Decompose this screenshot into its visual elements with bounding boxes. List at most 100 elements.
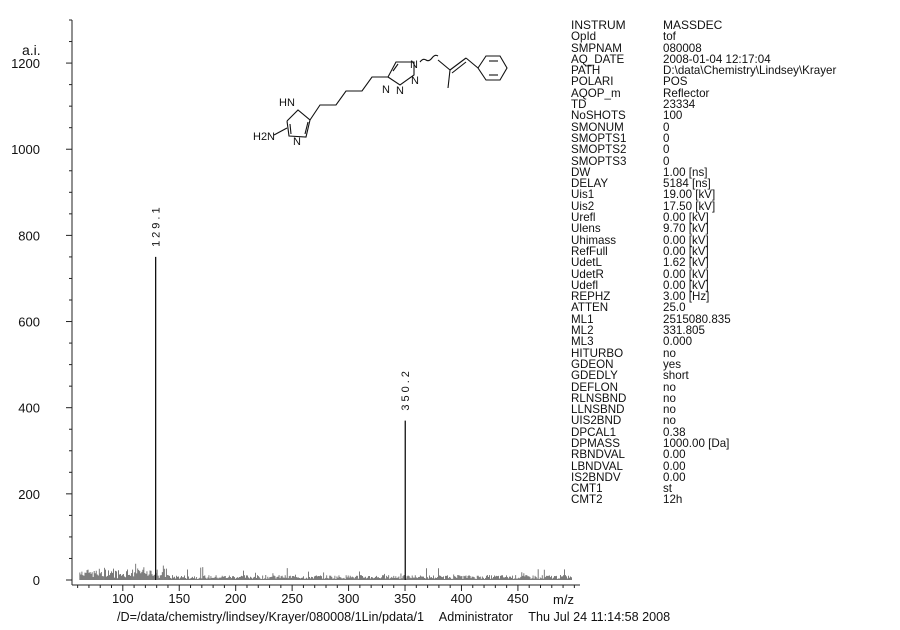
parameter-value: 1000.00 [Da] <box>663 436 730 450</box>
parameter-key: ML3 <box>571 335 594 349</box>
mass-spectrum-chart: 0 200 400 600 800 1000 1200 100 150 200 250 300 350 4… <box>11 19 580 607</box>
y-tick-label: 1200 <box>11 56 40 71</box>
peak-label: 129.1 <box>151 204 163 247</box>
parameter-row: Uis1 19.00 [kV] <box>571 188 896 202</box>
y-tick-label: 400 <box>18 401 40 416</box>
parameter-value: 0.00 <box>663 448 686 462</box>
parameter-row: GDEON yes <box>571 357 896 371</box>
triazole-ring <box>387 61 415 86</box>
parameter-value: 1.00 [ns] <box>663 165 708 179</box>
parameter-row: CMT2 12h <box>571 493 896 507</box>
parameter-value: 0.00 [kV] <box>663 278 709 292</box>
parameter-value: 0 <box>663 131 670 145</box>
parameter-key: CMT1 <box>571 482 603 496</box>
parameter-key: Udefl <box>571 278 599 292</box>
parameter-row: DW 1.00 [ns] <box>571 165 896 179</box>
parameter-key: LBNDVAL <box>571 459 623 473</box>
parameter-key: DPCAL1 <box>571 425 617 439</box>
parameter-key: AQ_DATE <box>571 52 625 66</box>
parameter-key: Ulens <box>571 222 601 236</box>
parameter-row: AQ_DATE 2008-01-04 12:17:04 <box>571 52 896 66</box>
spectrum-peaks <box>155 256 406 580</box>
parameter-row: ML1 2515080.835 <box>571 313 896 325</box>
parameter-row: OpId tof <box>571 30 896 44</box>
x-tick-label: 450 <box>507 591 529 606</box>
parameter-value: 12h <box>663 493 683 507</box>
parameter-key: Urefl <box>571 211 596 225</box>
parameter-value: 0.000 <box>663 335 693 349</box>
parameter-row: DPCAL1 0.38 <box>571 425 896 439</box>
parameter-key: OpId <box>571 30 597 44</box>
parameter-row: Uis2 17.50 [kV] <box>571 199 896 213</box>
parameter-key: RefFull <box>571 244 608 258</box>
parameter-key: RLNSBND <box>571 391 627 405</box>
parameter-row: TD 23334 <box>571 98 896 112</box>
parameter-value: short <box>663 369 689 383</box>
parameter-value: 0 <box>663 143 670 157</box>
parameter-row: Uhimass 0.00 [kV] <box>571 233 896 247</box>
parameter-key: SMOPTS3 <box>571 154 627 168</box>
acquisition-parameters: INSTRUM MASSDEC OpId tof SMPNAM 080008 AQ_DATE… <box>571 19 896 507</box>
parameter-row: RefFull 0.00 [kV] <box>571 244 896 258</box>
parameter-key: SMOPTS1 <box>571 131 627 145</box>
footer-user: Administrator <box>438 610 513 624</box>
parameter-row: Urefl 0.00 [kV] <box>571 211 896 225</box>
parameter-value: 3.00 [Hz] <box>663 290 710 304</box>
parameter-row: POLARI POS <box>571 75 896 89</box>
parameter-key: Uis1 <box>571 188 595 202</box>
parameter-value: POS <box>663 75 688 89</box>
parameter-value: 25.0 <box>663 301 686 315</box>
parameter-row: REPHZ 3.00 [Hz] <box>571 290 896 304</box>
parameter-row: LLNSBND no <box>571 403 896 417</box>
parameter-key: Uis2 <box>571 199 595 213</box>
parameter-row: SMOPTS3 0 <box>571 154 896 168</box>
parameter-value: 9.70 [kV] <box>663 222 709 236</box>
parameter-row: ATTEN 25.0 <box>571 301 896 315</box>
atom-label-h2n: H2N <box>253 131 275 143</box>
x-tick-label: 200 <box>225 591 247 606</box>
parameter-value: 5184 [ns] <box>663 177 711 191</box>
parameter-value: 17.50 [kV] <box>663 199 716 213</box>
y-axis-label: a.i. <box>22 42 41 58</box>
parameter-key: LLNSBND <box>571 403 625 417</box>
parameter-row: DEFLON no <box>571 381 896 393</box>
parameter-row: SMONUM 0 <box>571 120 896 134</box>
parameter-key: TD <box>571 98 587 112</box>
parameter-value: 0.00 [kV] <box>663 233 709 247</box>
parameter-key: AQOP_m <box>571 86 621 100</box>
parameter-value: 0.00 [kV] <box>663 211 709 225</box>
parameter-value: no <box>663 346 676 360</box>
parameter-key: DELAY <box>571 177 609 191</box>
parameter-value: 0.00 <box>663 459 686 473</box>
parameter-row: RLNSBND no <box>571 391 896 405</box>
parameter-key: SMONUM <box>571 120 624 134</box>
parameter-value: 0 <box>663 154 670 168</box>
peak-labels: 129.1 350.2 <box>151 204 413 410</box>
parameter-row: SMOPTS1 0 <box>571 131 896 145</box>
parameter-key: NoSHOTS <box>571 109 626 123</box>
y-tick-label: 1000 <box>11 142 40 157</box>
parameter-row: PATH D:\data\Chemistry\Lindsey\Krayer <box>571 65 896 77</box>
x-tick-label: 100 <box>112 591 134 606</box>
parameter-key: DPMASS <box>571 436 620 450</box>
parameter-row: HITURBO no <box>571 346 896 360</box>
parameter-row: IS2BNDV 0.00 <box>571 470 896 484</box>
parameter-value: no <box>663 414 676 428</box>
y-tick-label: 0 <box>33 573 40 588</box>
parameter-key: POLARI <box>571 75 614 89</box>
x-tick-label: 400 <box>451 591 473 606</box>
chemical-structure: HN N H2N N N N N <box>253 54 508 148</box>
parameter-value: no <box>663 391 676 405</box>
y-tick-label: 800 <box>18 228 40 243</box>
parameter-value: yes <box>663 357 682 371</box>
parameter-value: tof <box>663 30 676 44</box>
parameter-row: LBNDVAL 0.00 <box>571 459 896 473</box>
y-tick-label: 600 <box>18 315 40 330</box>
atom-label-n-triazole-4: N <box>382 84 390 96</box>
parameter-key: Uhimass <box>571 233 617 247</box>
baseline-noise <box>79 563 572 580</box>
parameter-value: 0.00 [kV] <box>663 244 709 258</box>
parameter-row: DPMASS 1000.00 [Da] <box>571 436 896 450</box>
parameter-value: 0.00 <box>663 470 686 484</box>
chart-axes: 0 200 400 600 800 1000 1200 100 150 200 250 300 350 4… <box>11 19 580 606</box>
